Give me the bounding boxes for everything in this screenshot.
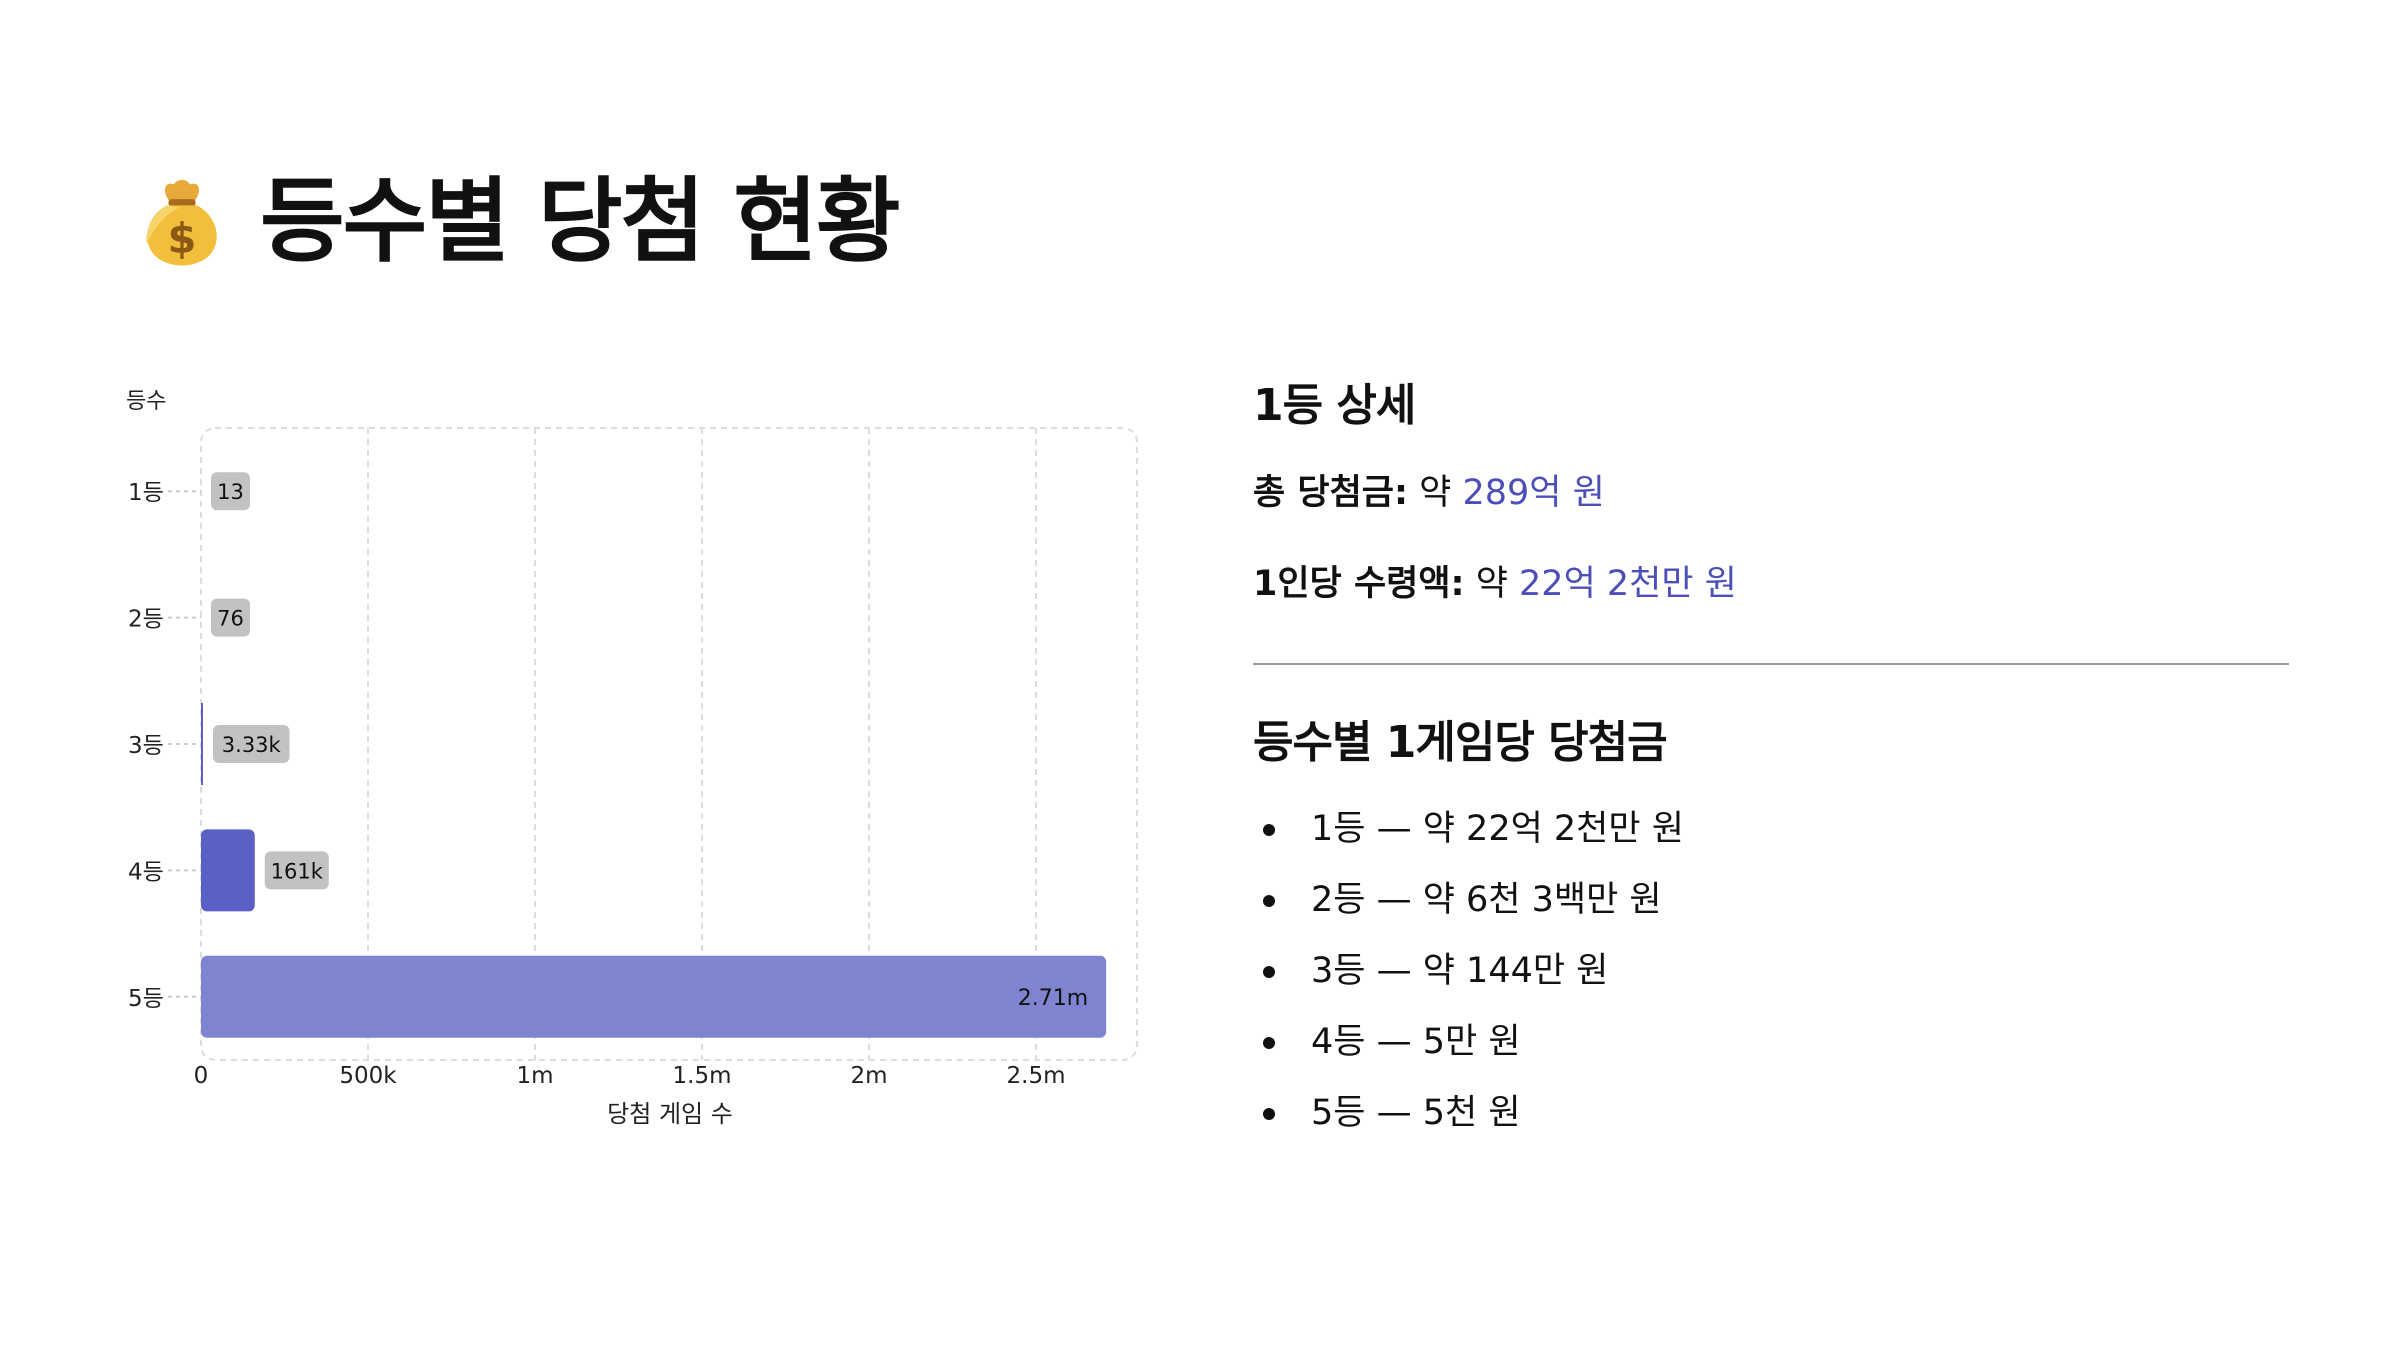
chart-bars: 13 76 3.33k 161k 2.71m [201, 472, 1107, 1038]
y-tick-label: 3등 [128, 733, 164, 759]
per-person-label: 1인당 수령액: [1253, 564, 1465, 605]
total-prize-prefix: 약 [1419, 472, 1452, 513]
detail-panel: 1등 상세 총 당첨금: 약 289억 원 1인당 수령액: 약 22억 2천만… [1253, 380, 2289, 1159]
data-label-badge [211, 472, 250, 511]
data-label: 161k [271, 859, 324, 883]
section-divider [1253, 662, 2289, 665]
prizes-heading: 등수별 1게임당 당첨금 [1253, 716, 1668, 768]
x-axis-label: 당첨 게임 수 [607, 1100, 733, 1128]
total-prize-row: 총 당첨금: 약 289억 원 [1253, 471, 2289, 517]
x-tick-labels: 0 500k 1m 1.5m 2m 2.5m [194, 1063, 1066, 1089]
detail-heading: 1등 상세 [1253, 380, 1416, 431]
page-title-text: 등수별 당첨 현황 [260, 168, 901, 275]
data-label: 3.33k [222, 733, 282, 757]
total-prize-value: 289억 원 [1462, 472, 1605, 513]
x-tick-label: 1m [516, 1063, 553, 1089]
prize-item-2: 2등 — 약 6천 3백만 원 [1253, 875, 2289, 946]
money-bag-icon: $ [146, 179, 217, 266]
data-label-badge [213, 725, 290, 763]
x-tick-label: 0 [194, 1063, 209, 1089]
total-prize-label: 총 당첨금: [1253, 472, 1408, 513]
prize-item-3: 3등 — 약 144만 원 [1253, 946, 2289, 1017]
y-axis-label: 등수 [126, 389, 166, 414]
data-label: 76 [217, 607, 244, 631]
prize-item-1: 1등 — 약 22억 2천만 원 [1253, 804, 2289, 875]
bar [201, 703, 203, 785]
y-tick-label: 2등 [128, 607, 164, 633]
bar-chart: 등수 13 76 3.33k 161k 2.71m 1등 2등 3등 4등 5등 0 500k 1m… [126, 389, 1138, 1128]
y-tick-label: 5등 [128, 986, 164, 1012]
data-label: 13 [217, 480, 244, 504]
y-tick-label: 1등 [128, 480, 164, 506]
per-person-value: 22억 2천만 원 [1519, 564, 1737, 605]
x-tick-label: 500k [339, 1063, 397, 1089]
y-tick-label: 4등 [128, 859, 164, 885]
x-tick-label: 2.5m [1007, 1063, 1066, 1089]
svg-text:$: $ [168, 214, 197, 263]
prize-list: 1등 — 약 22억 2천만 원 2등 — 약 6천 3백만 원 3등 — 약 … [1253, 804, 2289, 1159]
data-label-badge [264, 851, 329, 890]
page-title: $ 등수별 당첨 현황 [130, 168, 901, 275]
bar [201, 955, 1107, 1038]
x-tick-label: 2m [850, 1063, 887, 1089]
per-person-row: 1인당 수령액: 약 22억 2천만 원 [1253, 562, 2289, 608]
x-tick-label: 1.5m [673, 1063, 732, 1089]
prize-item-4: 4등 — 5만 원 [1253, 1017, 2289, 1088]
per-person-prefix: 약 [1475, 564, 1508, 605]
y-tick-labels: 1등 2등 3등 4등 5등 [128, 480, 201, 1012]
data-label-badge [211, 598, 250, 637]
data-label: 2.71m [1018, 986, 1088, 1011]
prize-item-5: 5등 — 5천 원 [1253, 1088, 2289, 1159]
bar [201, 829, 255, 912]
